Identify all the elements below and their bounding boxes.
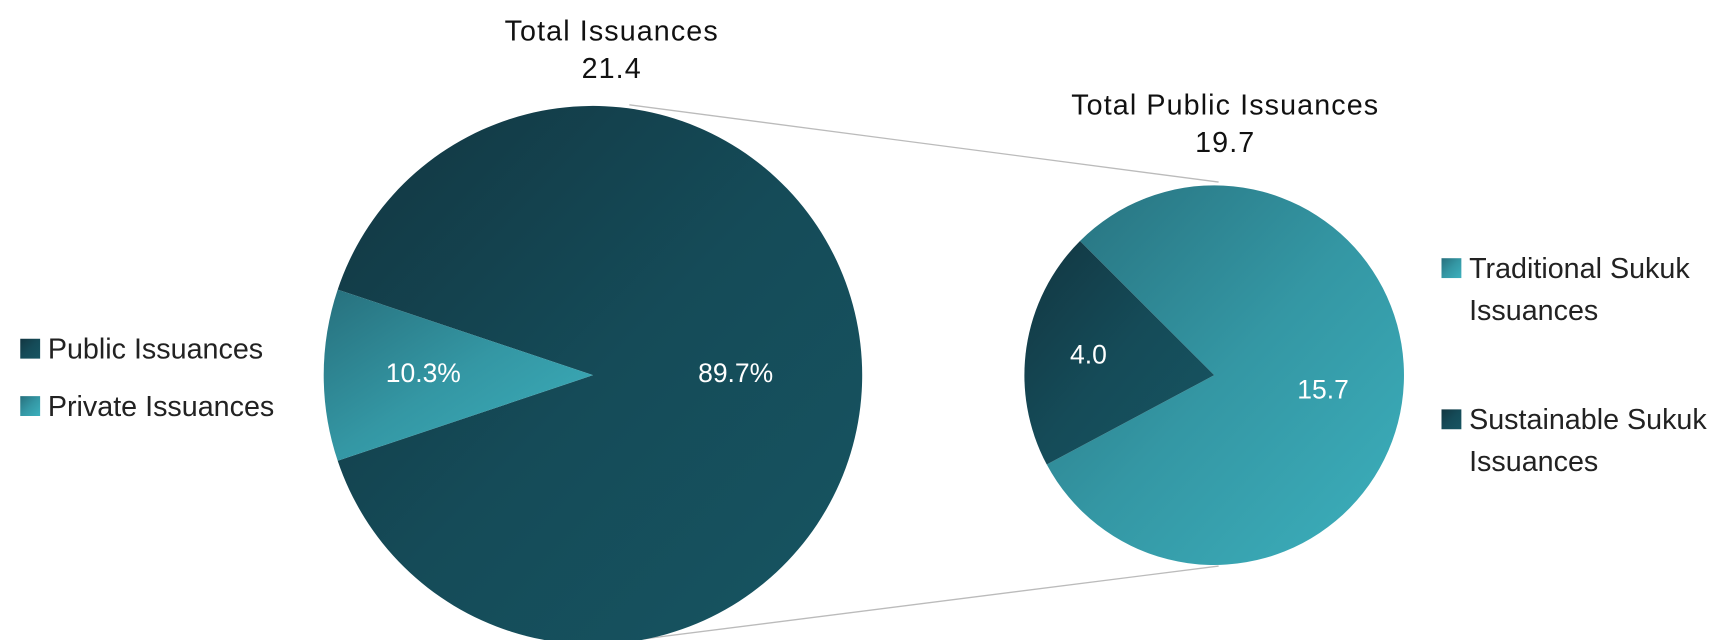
legend-label: Public Issuances (47, 332, 264, 366)
legend-item: Traditional Sukuk Issuances (1469, 251, 1690, 327)
chart-subtitle: 21.4 (582, 53, 642, 85)
chart-title: Total Public Issuances (1071, 90, 1379, 122)
legend-swatch (20, 396, 41, 416)
legend-item: Private Issuances (47, 389, 275, 423)
pie-slice (323, 289, 593, 461)
connector (629, 104, 1219, 183)
chart-subtitle: 19.7 (1195, 127, 1255, 159)
legend-label: Traditional Sukuk Issuances (1469, 251, 1690, 327)
connector (634, 565, 1219, 640)
pie-slice (1024, 240, 1215, 465)
data-label: 10.3% (386, 358, 461, 388)
data-label: 4.0 (1070, 339, 1107, 369)
legend-item: Public Issuances (47, 332, 264, 366)
legend-label: Private Issuances (47, 389, 275, 423)
legend-swatch (1441, 409, 1462, 430)
legend-swatch (1441, 258, 1462, 279)
pie-slice (337, 105, 863, 640)
legend-label: Sustainable Sukuk Issuances (1469, 402, 1707, 478)
data-label: 89.7% (698, 358, 773, 388)
chart-title: Total Issuances (505, 16, 719, 48)
legend-swatch (20, 338, 41, 359)
legend-item: Sustainable Sukuk Issuances (1469, 402, 1707, 478)
pie-slice (1046, 185, 1404, 565)
data-label: 15.7 (1297, 374, 1349, 404)
